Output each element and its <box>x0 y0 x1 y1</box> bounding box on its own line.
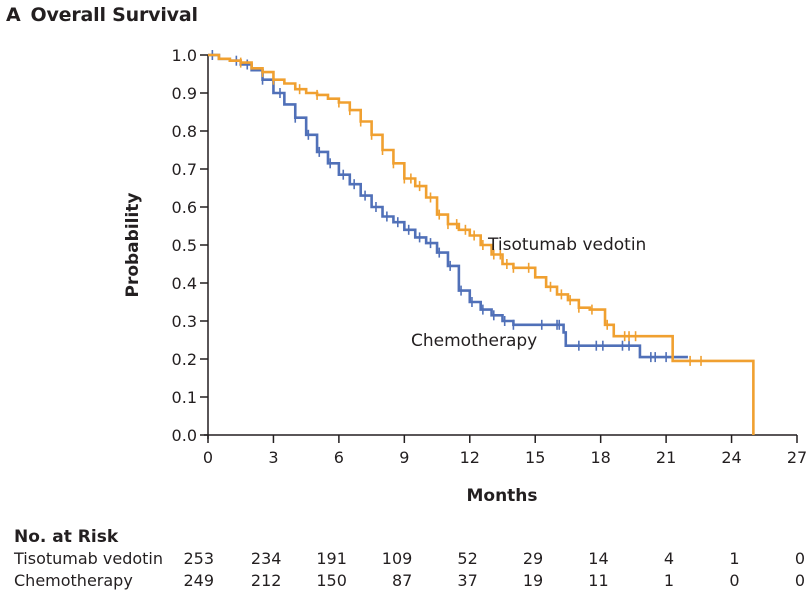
survival-curves <box>208 50 755 435</box>
risk-count: 37 <box>457 571 478 590</box>
risk-count: 150 <box>316 571 347 590</box>
risk-count: 4 <box>663 549 675 568</box>
risk-table-title: No. at Risk <box>14 527 119 547</box>
x-tick-label: 9 <box>399 448 409 467</box>
x-tick-label: 3 <box>268 448 278 467</box>
risk-count: 212 <box>250 571 282 590</box>
risk-count: 0 <box>794 571 805 590</box>
x-tick-label: 15 <box>525 448 545 467</box>
risk-table: No. at Risk Tisotumab vedotin 253 234 191 10… <box>14 527 812 593</box>
risk-count: 11 <box>588 571 609 590</box>
series-label-chemotherapy: Chemotherapy <box>411 331 537 351</box>
y-tick-label: 0.4 <box>172 274 197 293</box>
y-tick-label: 0.9 <box>172 84 197 103</box>
x-tick-label: 6 <box>334 448 344 467</box>
axes: 0.0 0.1 0.2 0.3 0.4 0.5 0.6 0.7 0.8 0.9 1.0 0 3 6 9 12 1… <box>172 46 808 467</box>
x-tick-label: 18 <box>590 448 610 467</box>
risk-row-label: Tisotumab vedotin <box>14 549 164 568</box>
x-tick-label: 12 <box>460 448 480 467</box>
y-tick-label: 0.8 <box>172 122 197 141</box>
risk-count: 19 <box>522 571 544 590</box>
km-step-line <box>208 53 755 435</box>
y-tick-label: 0.3 <box>172 312 197 331</box>
y-tick-label: 0.5 <box>172 236 197 255</box>
risk-count: 191 <box>316 549 347 568</box>
risk-count: 52 <box>457 549 478 568</box>
x-tick-label: 0 <box>203 448 213 467</box>
risk-count: 109 <box>381 549 413 568</box>
x-tick-label: 21 <box>656 448 676 467</box>
series-label-tisotumab: Tisotumab vedotin <box>487 235 646 255</box>
x-tick-label: 27 <box>787 448 807 467</box>
risk-count: 29 <box>522 549 544 568</box>
risk-count: 1 <box>729 549 740 568</box>
y-tick-label: 0.6 <box>172 198 197 217</box>
y-tick-label: 0.2 <box>172 350 197 369</box>
panel-title: A Overall Survival <box>6 4 198 26</box>
risk-count: 14 <box>588 549 609 568</box>
risk-count: 0 <box>794 549 805 568</box>
risk-count: 1 <box>663 571 675 590</box>
x-axis-title: Months <box>466 486 537 506</box>
series-chemotherapy <box>208 50 688 363</box>
risk-row: Tisotumab vedotin 253 234 191 109 52 29 14 4 1 0 <box>14 549 812 571</box>
y-tick-label: 0.1 <box>172 388 197 407</box>
risk-count: 87 <box>391 571 413 590</box>
risk-count: 0 <box>729 571 740 590</box>
y-tick-label: 0.0 <box>172 426 197 445</box>
risk-count: 249 <box>183 571 214 590</box>
chart-title: Overall Survival <box>30 4 198 26</box>
y-tick-label: 0.7 <box>172 160 197 179</box>
x-tick-label: 24 <box>721 448 741 467</box>
risk-row: Chemotherapy 249 212 150 87 37 19 11 1 0 0 <box>14 571 812 593</box>
panel-letter: A <box>6 4 21 26</box>
km-step-line <box>208 53 688 359</box>
series-tisotumab-vedotin <box>208 53 755 435</box>
risk-row-label: Chemotherapy <box>14 571 133 590</box>
y-tick-label: 1.0 <box>172 46 197 65</box>
risk-count: 234 <box>250 549 282 568</box>
risk-count: 253 <box>183 549 214 568</box>
y-axis-title: Probability <box>123 192 143 297</box>
km-chart: 0.0 0.1 0.2 0.3 0.4 0.5 0.6 0.7 0.8 0.9 1.0 0 3 6 9 12 1… <box>123 46 808 506</box>
